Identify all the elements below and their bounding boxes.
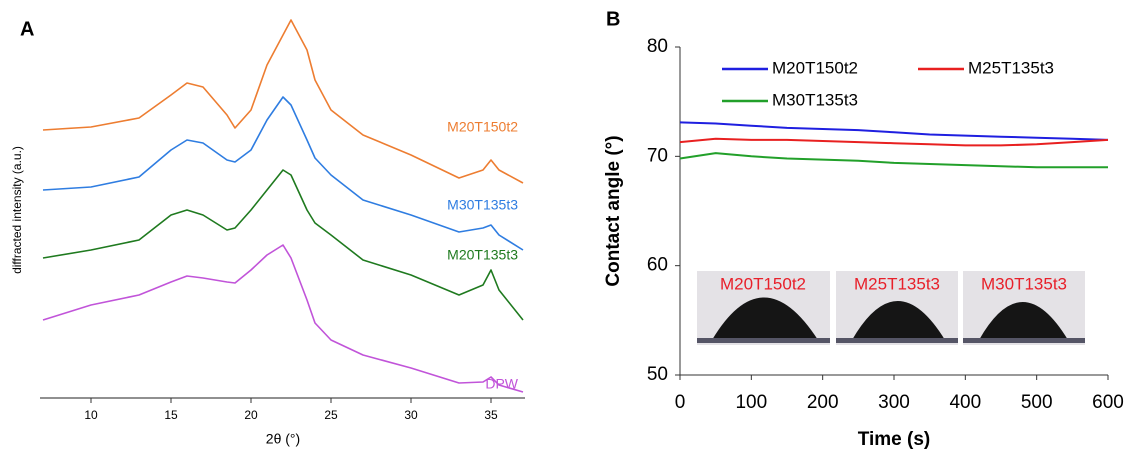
substrate (963, 338, 1085, 343)
substrate (836, 338, 958, 343)
series-label: M30T135t3 (447, 197, 518, 213)
series-line (42, 96, 524, 251)
series-line (679, 152, 1108, 169)
droplet (712, 297, 818, 340)
series-line (679, 121, 1109, 141)
x-tick-label: 10 (84, 408, 98, 422)
y-tick-label: 60 (647, 255, 668, 276)
x-tick-label: 15 (164, 408, 178, 422)
x-tick-label: 500 (1021, 392, 1053, 413)
x-tick-label: 400 (949, 392, 981, 413)
x-axis-title: 2θ (°) (266, 431, 300, 447)
series-label: DPW (485, 376, 518, 392)
droplet (852, 301, 945, 340)
inset-label: M20T150t2 (720, 274, 806, 293)
x-tick-label: 600 (1092, 392, 1124, 413)
series-label: M20T150t2 (447, 119, 518, 135)
inset-label: M30T135t3 (981, 274, 1067, 293)
inset-label: M25T135t3 (854, 274, 940, 293)
substrate (697, 338, 830, 343)
x-tick-label: 0 (675, 392, 686, 413)
panel-label: B (606, 8, 620, 30)
x-axis-title: Time (s) (858, 429, 931, 450)
x-tick-label: 20 (244, 408, 258, 422)
y-tick-label: 80 (647, 36, 668, 57)
series-line (42, 19, 524, 184)
x-tick-label: 30 (404, 408, 418, 422)
series-line (42, 169, 524, 321)
y-axis-title: diffracted intensity (a.u.) (10, 146, 24, 274)
legend-label: M25T135t3 (968, 58, 1054, 77)
series-label: M20T135t3 (447, 247, 518, 263)
series-line (679, 137, 1109, 147)
x-tick-label: 100 (735, 392, 767, 413)
y-tick-label: 50 (647, 364, 668, 385)
x-tick-label: 300 (878, 392, 910, 413)
x-tick-label: 25 (324, 408, 338, 422)
legend-label: M30T135t3 (772, 90, 858, 109)
panel-label: A (20, 18, 34, 40)
series-line (42, 244, 524, 393)
x-tick-label: 200 (807, 392, 839, 413)
legend-label: M20T150t2 (772, 58, 858, 77)
inset-photos: M20T150t2 M25T135t3 M30T135t3 (697, 271, 1085, 345)
droplet (979, 302, 1068, 340)
y-axis-title: Contact angle (°) (603, 135, 624, 286)
y-tick-label: 70 (647, 145, 668, 166)
x-tick-label: 35 (484, 408, 498, 422)
